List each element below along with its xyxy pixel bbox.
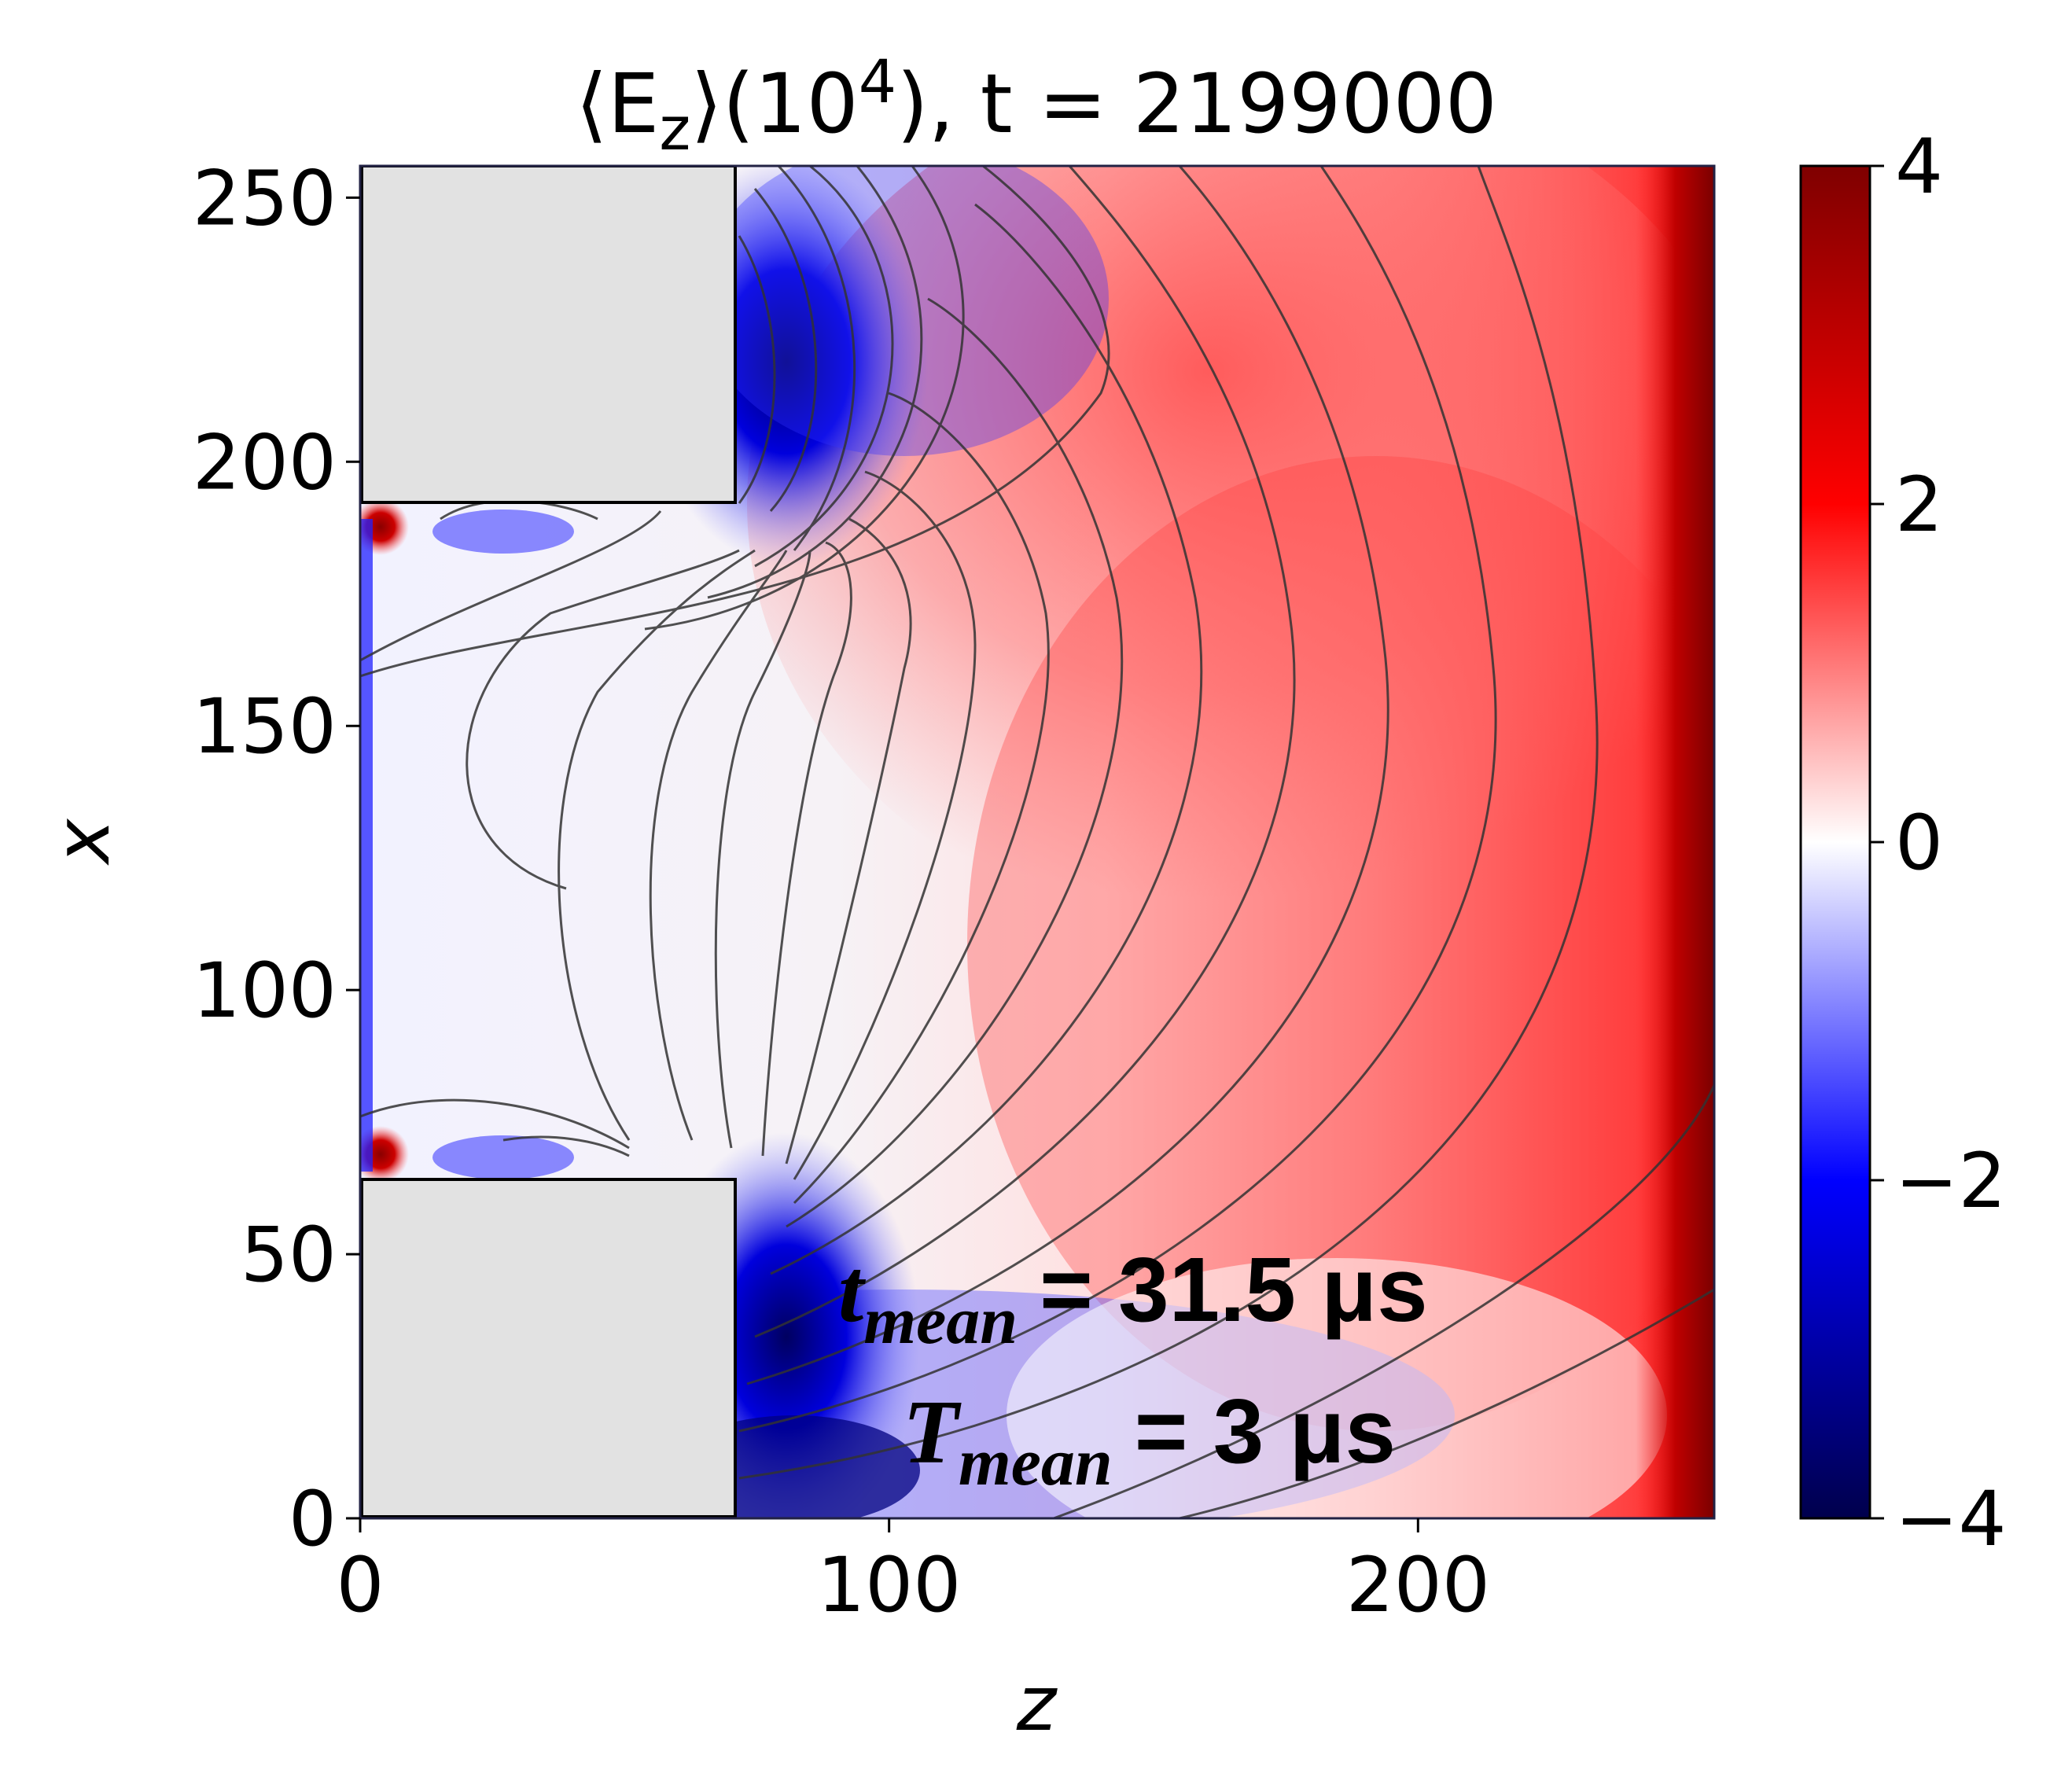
- lower-left-blue-spot: [432, 1135, 574, 1179]
- upper-blue-edge: [700, 166, 1109, 456]
- y-tick-label: 100: [193, 947, 337, 1035]
- colorbar-tick-label: 4: [1895, 123, 1943, 211]
- x-tick-label: 100: [817, 1541, 961, 1629]
- y-axis-ticks: 0 50 100 150 200 250: [193, 154, 360, 1563]
- colorbar: [1799, 164, 1871, 1520]
- contour-line: [466, 549, 740, 890]
- contour-lines: [360, 166, 1714, 1518]
- x-tick-label: 200: [1346, 1541, 1490, 1629]
- lower-electrode: [360, 1178, 737, 1518]
- T-mean-annotation: Tmean = 3 μs: [903, 1380, 1396, 1499]
- contour-line: [754, 166, 1296, 1338]
- y-tick-label: 150: [193, 682, 337, 771]
- contour-line: [1053, 1084, 1714, 1518]
- contour-line: [1179, 1288, 1714, 1518]
- upper-red-region: [747, 166, 1714, 944]
- y-axis-label: x: [39, 818, 127, 866]
- contour-line: [360, 510, 662, 662]
- colorbar-tick-label: −2: [1895, 1137, 2007, 1225]
- contour-line: [707, 166, 923, 599]
- contour-line: [738, 166, 1497, 1433]
- x-axis-label: z: [1016, 1660, 1058, 1748]
- contour-line: [786, 297, 1124, 1228]
- contour-line: [793, 470, 977, 1180]
- contour-line: [754, 166, 894, 568]
- plot-area: [360, 166, 1714, 1518]
- y-tick-label: 200: [193, 418, 337, 506]
- colorbar-ticks: 4 2 0 −2 −4: [1870, 123, 2007, 1563]
- upper-left-blue-spot: [432, 510, 574, 554]
- contour-line: [785, 517, 912, 1164]
- x-axis-ticks: 0 100 200: [336, 1518, 1490, 1629]
- left-wall-blue-strip: [360, 519, 373, 1172]
- contour-line: [770, 203, 1203, 1275]
- right-wall-red-band: [1636, 166, 1714, 1518]
- contour-line: [793, 392, 1050, 1205]
- contour-line: [753, 188, 818, 512]
- y-tick-label: 250: [193, 154, 337, 242]
- contour-line: [714, 550, 812, 1149]
- central-red-region: [967, 456, 1714, 1431]
- contour-line: [738, 166, 1599, 1480]
- lower-white-region: [1007, 1258, 1667, 1518]
- y-tick-label: 0: [289, 1475, 337, 1563]
- upper-electrode: [360, 166, 737, 504]
- y-tick-label: 50: [241, 1211, 337, 1299]
- contour-line: [761, 541, 852, 1157]
- contour-line: [738, 235, 776, 504]
- contour-line: [746, 166, 1389, 1385]
- colorbar-tick-label: 2: [1895, 461, 1943, 549]
- chart-title: ⟨Ez⟩(104), t = 2199000: [576, 46, 1497, 164]
- t-mean-annotation: tmean = 31.5 μs: [838, 1238, 1428, 1358]
- plot-frame: [359, 164, 1716, 1520]
- contour-line: [558, 549, 756, 1141]
- contour-line: [360, 1098, 630, 1150]
- colorbar-tick-label: 0: [1895, 799, 1943, 887]
- contour-line: [502, 1135, 630, 1157]
- contour-line: [649, 550, 788, 1141]
- contour-line: [777, 166, 856, 551]
- colorbar-tick-label: −4: [1895, 1475, 2007, 1563]
- x-tick-label: 0: [336, 1541, 384, 1629]
